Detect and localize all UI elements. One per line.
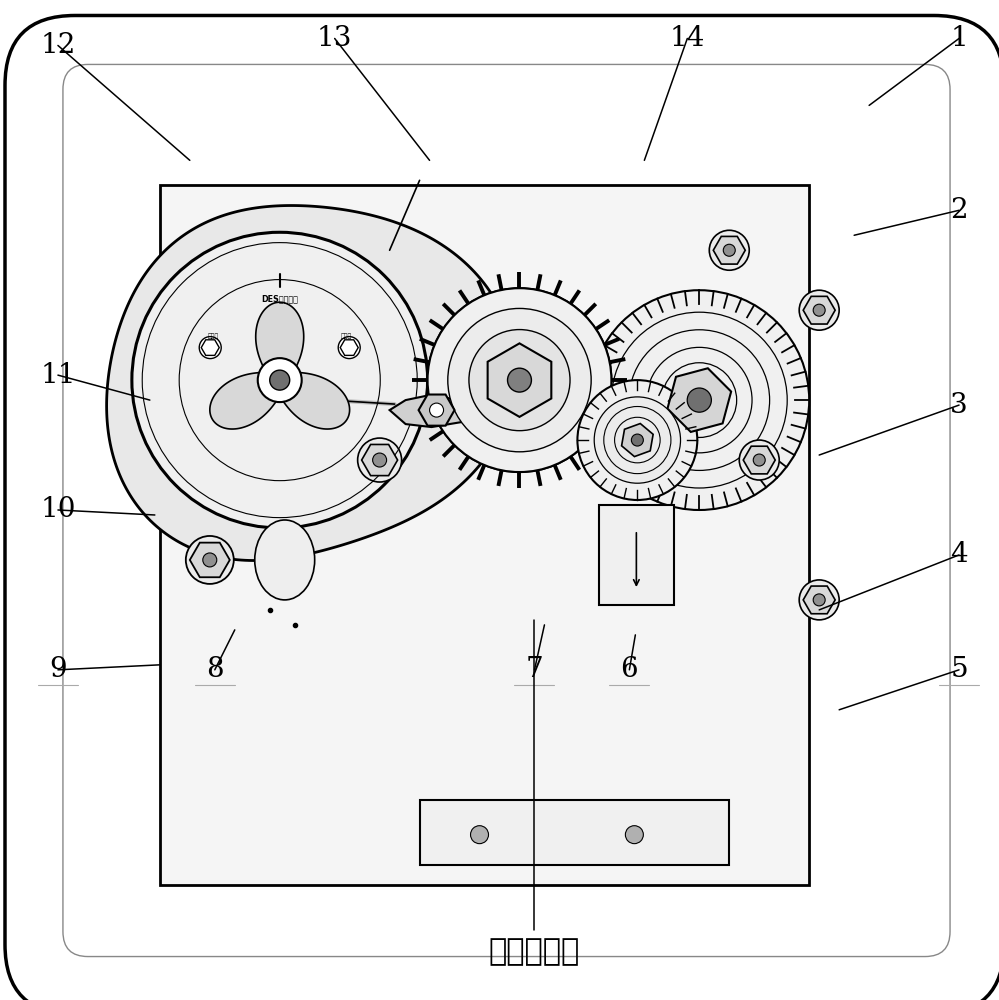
Circle shape	[469, 330, 570, 431]
Bar	[420, 800, 729, 865]
Circle shape	[186, 536, 234, 584]
Circle shape	[270, 370, 290, 390]
Bar	[599, 505, 674, 605]
Text: 13: 13	[317, 25, 353, 52]
Text: 12: 12	[40, 32, 76, 59]
Text: 2: 2	[950, 197, 968, 224]
Circle shape	[687, 388, 711, 412]
Polygon shape	[667, 368, 731, 432]
Circle shape	[577, 380, 697, 500]
Text: 9: 9	[49, 656, 67, 683]
Polygon shape	[362, 444, 398, 476]
Polygon shape	[390, 395, 468, 427]
Circle shape	[799, 290, 839, 330]
Circle shape	[709, 230, 749, 270]
Circle shape	[753, 454, 765, 466]
Circle shape	[448, 308, 591, 452]
Circle shape	[813, 304, 825, 316]
Polygon shape	[210, 302, 350, 429]
Polygon shape	[803, 296, 835, 324]
Circle shape	[203, 553, 217, 567]
Circle shape	[358, 438, 402, 482]
Text: 动力输入端: 动力输入端	[489, 937, 580, 966]
Text: 5: 5	[950, 656, 968, 683]
Circle shape	[430, 403, 444, 417]
Polygon shape	[743, 446, 775, 474]
Polygon shape	[488, 343, 551, 417]
Text: 10: 10	[40, 496, 76, 523]
Polygon shape	[190, 543, 230, 577]
Polygon shape	[713, 236, 745, 264]
Polygon shape	[621, 424, 653, 457]
Text: 14: 14	[669, 25, 705, 52]
Text: 11: 11	[40, 362, 76, 389]
Text: DES机械互锁: DES机械互锁	[262, 294, 298, 303]
Circle shape	[723, 244, 735, 256]
Text: 7: 7	[525, 656, 543, 683]
Circle shape	[373, 453, 387, 467]
Circle shape	[594, 397, 680, 483]
Text: 8: 8	[206, 656, 224, 683]
FancyBboxPatch shape	[42, 42, 972, 978]
Circle shape	[428, 288, 611, 472]
Text: 分闸锁: 分闸锁	[208, 333, 219, 339]
Circle shape	[258, 358, 302, 402]
Circle shape	[739, 440, 779, 480]
Text: 1: 1	[950, 25, 968, 52]
Circle shape	[589, 290, 809, 510]
Bar	[160, 185, 809, 885]
Circle shape	[625, 826, 643, 844]
Circle shape	[199, 337, 221, 359]
Circle shape	[428, 288, 611, 472]
Circle shape	[813, 594, 825, 606]
Polygon shape	[419, 395, 455, 426]
Ellipse shape	[255, 520, 315, 600]
Circle shape	[507, 368, 531, 392]
Text: 6: 6	[620, 656, 638, 683]
Circle shape	[339, 337, 361, 359]
Circle shape	[132, 232, 428, 528]
Circle shape	[471, 826, 489, 844]
Text: 合闸锁: 合闸锁	[341, 333, 352, 339]
Polygon shape	[107, 206, 514, 561]
Polygon shape	[803, 586, 835, 614]
Circle shape	[631, 434, 643, 446]
Text: 4: 4	[950, 541, 968, 568]
Circle shape	[799, 580, 839, 620]
FancyBboxPatch shape	[5, 15, 999, 1000]
Text: 3: 3	[950, 392, 968, 419]
